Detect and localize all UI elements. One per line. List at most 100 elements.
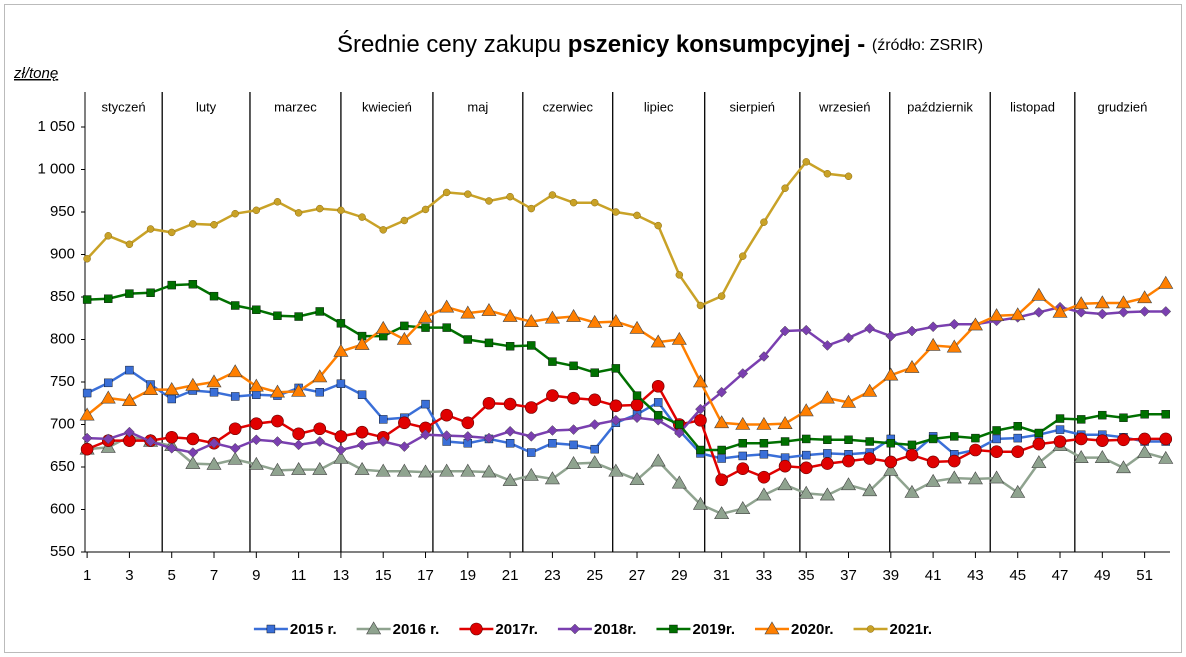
marker (527, 204, 536, 213)
marker (716, 386, 727, 398)
marker (167, 228, 176, 237)
marker (354, 461, 370, 475)
marker (164, 382, 180, 395)
marker (842, 454, 855, 468)
x-tick-label: 5 (168, 567, 176, 584)
marker (209, 388, 219, 397)
marker (611, 364, 621, 373)
marker (269, 462, 285, 476)
x-tick-label: 49 (1094, 567, 1111, 584)
marker (272, 436, 283, 447)
marker (185, 456, 201, 469)
marker (230, 301, 240, 310)
marker (883, 367, 899, 381)
marker (927, 321, 939, 333)
marker (1010, 484, 1026, 498)
marker (843, 332, 854, 344)
legend-label: 2016 r. (393, 621, 440, 638)
marker (81, 432, 93, 444)
marker (269, 384, 285, 398)
x-tick-label: 9 (252, 567, 260, 584)
marker (1138, 432, 1151, 446)
marker (527, 341, 536, 350)
marker (971, 433, 980, 443)
marker (862, 383, 878, 397)
marker (653, 410, 663, 420)
marker (421, 205, 430, 214)
marker (650, 453, 666, 467)
marker (333, 343, 349, 357)
marker (396, 331, 412, 345)
marker (864, 323, 876, 334)
marker (948, 318, 960, 330)
x-tick-label: 21 (502, 567, 519, 584)
marker (231, 209, 239, 218)
marker (375, 320, 391, 334)
marker (210, 221, 218, 229)
marker (187, 447, 199, 458)
marker (271, 414, 284, 428)
marker (1053, 435, 1067, 448)
marker (293, 439, 304, 451)
marker (1118, 306, 1129, 318)
marker (506, 192, 514, 201)
marker (1137, 444, 1153, 458)
legend-label: 2021r. (890, 621, 933, 638)
marker (358, 213, 366, 221)
marker (527, 448, 536, 457)
marker (1159, 432, 1173, 446)
marker (525, 431, 537, 442)
marker (337, 206, 345, 215)
marker (735, 501, 751, 514)
y-tick-label: 700 (50, 415, 75, 432)
marker (673, 427, 685, 439)
marker (739, 252, 747, 260)
marker (1115, 295, 1131, 309)
x-tick-label: 47 (1052, 567, 1069, 584)
marker (696, 445, 705, 455)
marker (248, 378, 264, 392)
marker (590, 444, 599, 454)
legend: 2015 r. 2016 r. 2017r. 2018r. 2019r. 2020r. 20… (253, 621, 933, 638)
marker (610, 414, 622, 426)
x-tick-label: 27 (629, 567, 646, 584)
marker (990, 445, 1003, 459)
marker (250, 434, 262, 446)
marker (629, 320, 645, 334)
marker (230, 392, 240, 401)
marker (80, 442, 94, 456)
marker (590, 368, 599, 377)
marker (569, 198, 578, 207)
marker (399, 441, 410, 452)
marker (227, 364, 243, 378)
marker (904, 484, 920, 498)
marker (798, 403, 814, 417)
marker (1013, 422, 1022, 431)
marker (629, 472, 645, 486)
month-label: sierpień (730, 99, 776, 114)
marker (759, 439, 769, 448)
marker (1096, 308, 1108, 320)
marker (484, 338, 494, 348)
marker (442, 188, 451, 197)
x-tick-label: 13 (333, 567, 350, 584)
marker (291, 383, 307, 397)
marker (104, 378, 113, 388)
marker (400, 321, 409, 331)
marker (1073, 296, 1089, 310)
month-label: lipiec (644, 99, 674, 114)
marker (379, 226, 387, 234)
series-line (87, 305, 1166, 454)
x-tick-label: 39 (882, 567, 899, 584)
marker (366, 621, 382, 635)
marker (146, 225, 155, 233)
x-tick-label: 15 (375, 567, 392, 584)
x-tick-label: 17 (417, 567, 434, 584)
marker (863, 452, 876, 465)
chart-border (4, 4, 1182, 653)
marker (544, 471, 560, 485)
marker (460, 305, 476, 319)
legend-label: 2018r. (594, 621, 637, 638)
marker (209, 291, 219, 301)
marker (266, 624, 276, 634)
